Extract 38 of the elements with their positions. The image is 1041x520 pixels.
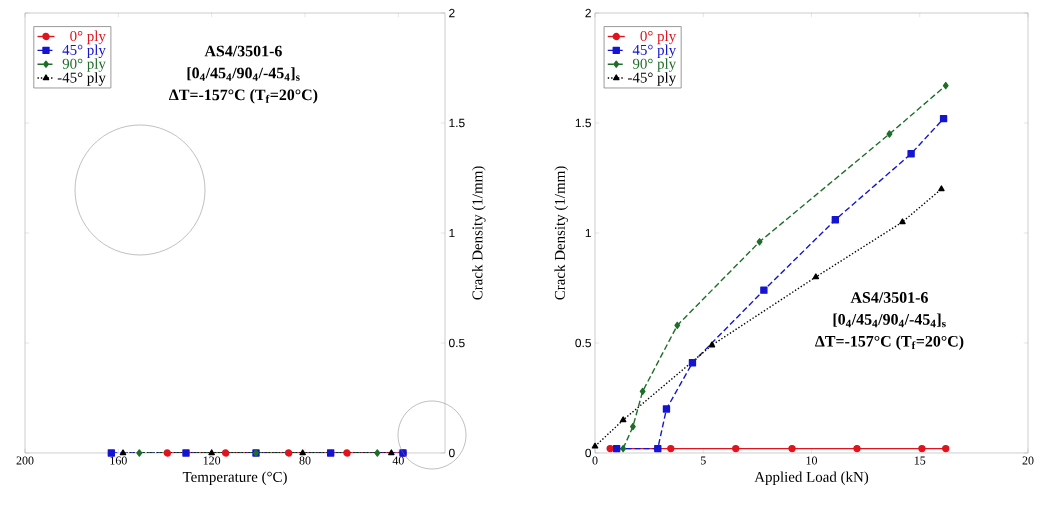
- annotation: ΔT=-157°C (T$_{f}$=20°C): [169, 89, 318, 104]
- x-axis-title: Temperature (°C): [182, 471, 287, 485]
- y-tick-label: 0: [585, 448, 592, 458]
- y-tick-label: 2: [585, 8, 591, 18]
- x-axis-title: Applied Load (kN): [754, 471, 869, 485]
- y-tick-label: 1.5: [449, 118, 465, 128]
- y-tick-label: 1: [585, 228, 591, 238]
- y-tick-label: 0: [448, 448, 455, 458]
- legend-label: 45° ply: [632, 44, 677, 59]
- x-tick-label: 200: [16, 456, 34, 465]
- x-tick-label: 80: [299, 456, 311, 465]
- legend-label: 90° ply: [632, 58, 677, 72]
- annotation: AS4/3501-6: [850, 292, 928, 303]
- y-tick-label: 2: [449, 8, 455, 18]
- x-tick-label: 10: [806, 456, 818, 465]
- x-tick-label: 120: [203, 456, 221, 465]
- annotation: AS4/3501-6: [204, 45, 282, 57]
- x-tick-label: 0: [592, 456, 598, 465]
- y-tick-label: 1: [449, 228, 455, 238]
- text: [0$_{4}$/45$_{4}$/90$_{4}$/-45$_{4}$]$_{s}$: [833, 313, 946, 328]
- legend-label: 0° ply: [640, 30, 677, 45]
- x-tick-label: 5: [700, 456, 706, 465]
- x-tick-label: 160: [110, 456, 127, 465]
- legend-label: -45° ply: [628, 72, 677, 86]
- y-tick-label: 1.5: [575, 118, 591, 128]
- annotation: ΔT=-157°C (T$_{f}$=20°C): [815, 335, 964, 350]
- x-tick-label: 40: [392, 456, 404, 465]
- x-tick-label: 20: [1022, 456, 1034, 465]
- legend-label: 0° ply: [70, 30, 106, 45]
- y-axis-title: Crack Density (1/mm): [554, 166, 569, 300]
- y-tick-label: 0.5: [575, 338, 591, 348]
- text: [0$_{4}$/45$_{4}$/90$_{4}$/-45$_{4}$]$_{s}$: [187, 67, 300, 81]
- legend-label: 90° ply: [62, 58, 106, 72]
- legend-label: 45° ply: [62, 44, 106, 59]
- y-tick-label: 0.5: [448, 338, 465, 348]
- legend-label: -45° ply: [57, 72, 106, 86]
- x-tick-label: 15: [914, 456, 926, 465]
- y-axis-title: Crack Density (1/mm): [471, 166, 486, 300]
